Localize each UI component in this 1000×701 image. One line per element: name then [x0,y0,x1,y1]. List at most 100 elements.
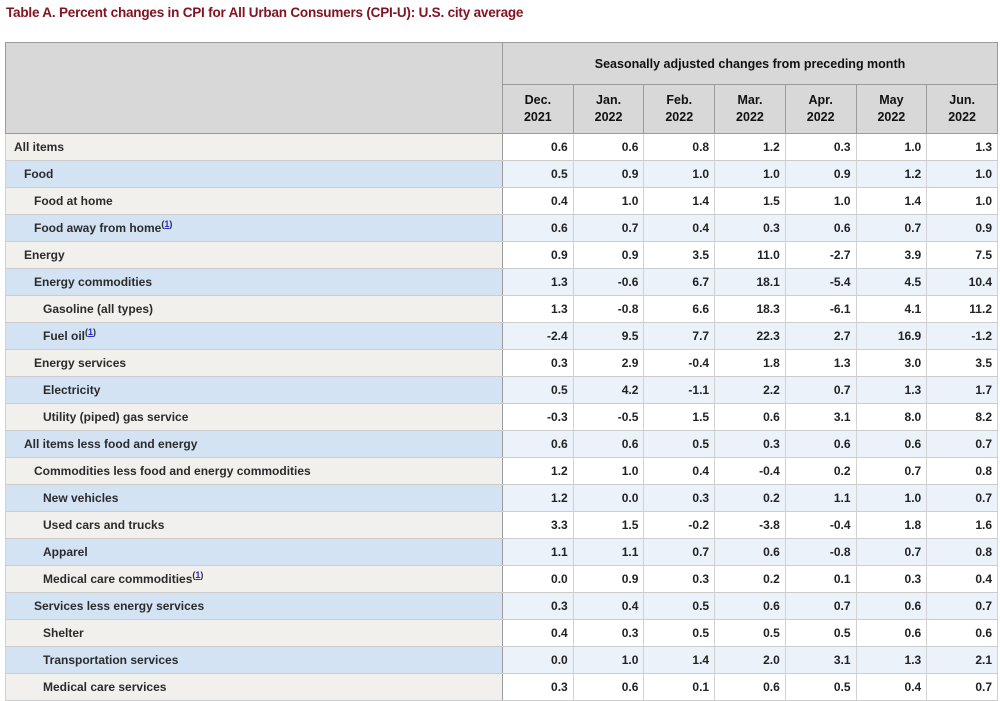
value-cell: 0.3 [502,592,574,620]
year-label: 2021 [523,110,552,124]
value-cell: 0.9 [572,160,645,188]
table-row: Food away from home(1) 0.6 0.7 0.4 0.3 0.6 0.7… [5,214,998,242]
table-row: Shelter 0.4 0.3 0.5 0.5 0.5 0.6 0.6 [5,619,998,647]
value-cell: 1.1 [784,484,857,512]
row-label: Fuel oil [43,329,85,343]
value-cell: 0.7 [643,538,716,566]
cpi-table: Seasonally adjusted changes from precedi… [5,42,998,701]
value-cell: 7.5 [926,241,998,269]
footnote-link[interactable]: 1 [88,327,94,337]
value-cell: 0.5 [784,619,857,647]
row-label: New vehicles [43,491,119,505]
value-cell: 2.0 [714,646,786,674]
table-row: Food at home 0.4 1.0 1.4 1.5 1.0 1.4 1.0 [5,187,998,215]
value-cell: 0.0 [502,565,574,593]
month-label: Dec. [524,93,552,108]
value-cell: 1.3 [502,295,574,323]
value-cell: 4.2 [572,376,645,404]
year-label: 2022 [594,110,623,124]
value-cell: 9.5 [572,322,645,350]
value-cell: 0.1 [784,565,857,593]
month-header-cell: Jan. 2022 [572,84,645,134]
row-label-cell: Shelter [5,619,503,647]
row-label: Used cars and trucks [43,518,165,532]
value-cell: 0.2 [784,457,857,485]
value-cell: 0.3 [643,484,716,512]
footnote-link[interactable]: 1 [164,219,170,229]
row-label-cell: Energy services [5,349,503,377]
row-label: Transportation services [43,653,179,667]
value-cell: 1.2 [714,133,786,161]
row-label: Gasoline (all types) [43,302,154,316]
row-label-cell: Services less energy services [5,592,503,620]
row-label-cell: Utility (piped) gas service [5,403,503,431]
table-row: All items less food and energy 0.6 0.6 0.5 0… [5,430,998,458]
value-cell: 0.6 [572,673,645,701]
year-label: 2022 [806,110,835,124]
value-cell: 0.9 [784,160,857,188]
value-cell: 0.6 [502,133,574,161]
value-cell: 0.6 [714,403,786,431]
cpi-table-container: Seasonally adjusted changes from precedi… [5,42,998,701]
value-cell: 0.6 [855,619,928,647]
value-cell: 2.7 [784,322,857,350]
value-cell: 1.7 [926,376,998,404]
row-label: Food [24,167,54,181]
value-cell: -0.4 [714,457,786,485]
value-cell: -0.8 [784,538,857,566]
value-cell: 0.4 [572,592,645,620]
value-cell: 0.5 [643,619,716,647]
row-label: Energy [24,248,65,262]
value-cell: 1.0 [714,160,786,188]
value-cell: 0.7 [926,592,998,620]
value-cell: -0.6 [572,268,645,296]
row-label-cell: Food at home [5,187,503,215]
group-header-cell: Seasonally adjusted changes from precedi… [502,42,998,85]
month-header-cell: Mar. 2022 [714,84,786,134]
value-cell: 1.1 [572,538,645,566]
row-label: Commodities less food and energy commodi… [34,464,311,478]
value-cell: 1.4 [643,187,716,215]
value-cell: 0.4 [502,619,574,647]
table-row: Gasoline (all types) 1.3 -0.8 6.6 18.3 -6.1 4.… [5,295,998,323]
value-cell: -0.8 [572,295,645,323]
value-cell: -0.4 [784,511,857,539]
month-label: Jan. [596,93,622,108]
row-label: All items less food and energy [24,437,198,451]
row-label-cell: Energy [5,241,503,269]
value-cell: 0.7 [784,592,857,620]
value-cell: 1.0 [855,133,928,161]
value-cell: 4.5 [855,268,928,296]
value-cell: 1.3 [502,268,574,296]
value-cell: 3.0 [855,349,928,377]
value-cell: 0.2 [714,484,786,512]
month-label: Feb. [666,93,693,108]
value-cell: 0.5 [784,673,857,701]
value-cell: 8.0 [855,403,928,431]
value-cell: -2.7 [784,241,857,269]
value-cell: -5.4 [784,268,857,296]
month-header-cell: Apr. 2022 [784,84,857,134]
value-cell: 1.6 [926,511,998,539]
row-label: Shelter [43,626,84,640]
value-cell: 0.3 [855,565,928,593]
value-cell: 0.6 [855,592,928,620]
row-label: Medical care commodities [43,572,193,586]
value-cell: 0.1 [643,673,716,701]
footnote-link[interactable]: 1 [195,570,201,580]
row-label: Electricity [43,383,101,397]
value-cell: 22.3 [714,322,786,350]
value-cell: 16.9 [855,322,928,350]
value-cell: 0.4 [502,187,574,215]
value-cell: 1.0 [572,646,645,674]
page-title: Table A. Percent changes in CPI for All … [6,5,524,20]
value-cell: 3.5 [643,241,716,269]
value-cell: 0.7 [572,214,645,242]
value-cell: 1.3 [926,133,998,161]
row-label-cell: Fuel oil(1) [5,322,503,350]
value-cell: 1.3 [855,376,928,404]
value-cell: 0.7 [855,214,928,242]
month-header-cell: Feb. 2022 [643,84,716,134]
value-cell: 2.9 [572,349,645,377]
value-cell: 0.6 [572,430,645,458]
